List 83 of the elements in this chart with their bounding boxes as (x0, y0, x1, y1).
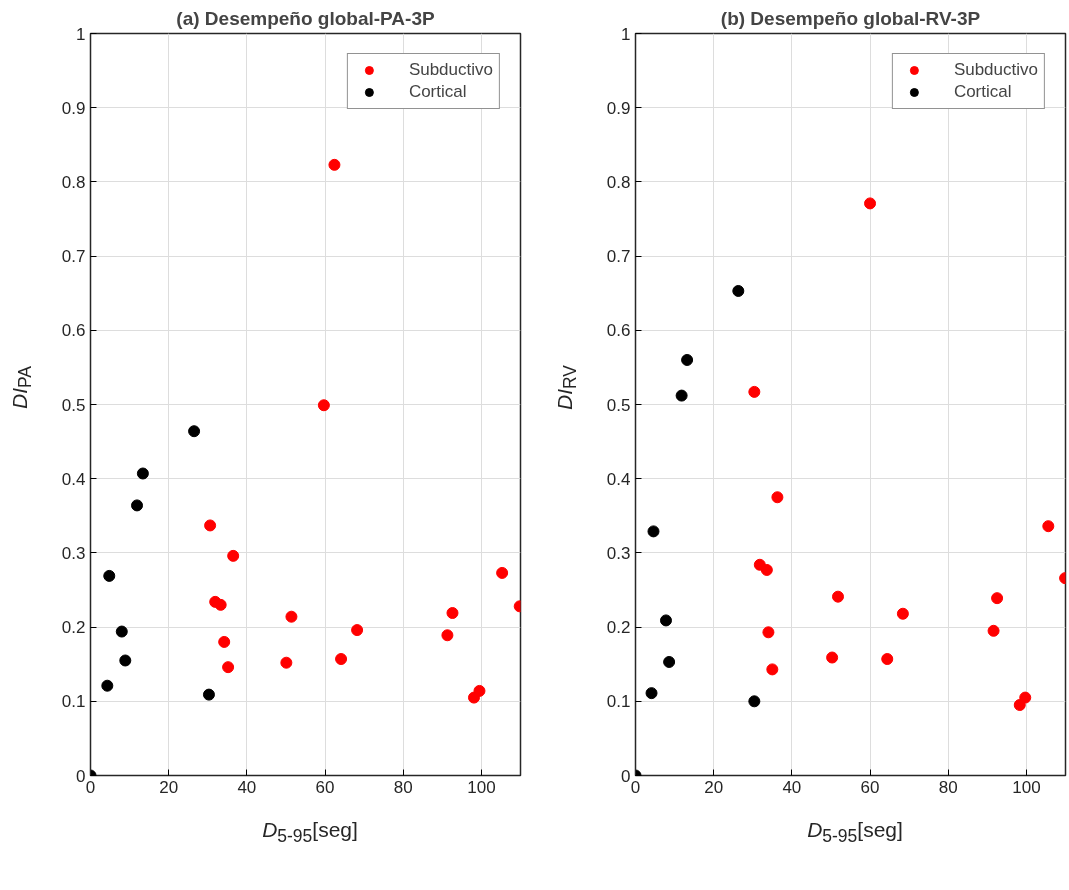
point (131, 499, 144, 512)
point (317, 399, 330, 412)
y-tick-label: 1 (76, 24, 86, 44)
y-tick-label: 0.2 (606, 618, 631, 638)
x-tick-label: 100 (467, 777, 496, 797)
point (762, 626, 775, 639)
y-tick-label: 0.7 (61, 247, 86, 267)
point (1042, 520, 1055, 533)
x-tick-label: 60 (860, 777, 880, 797)
point (766, 663, 779, 676)
y-tick-label: 0.2 (61, 618, 86, 638)
point (645, 687, 658, 700)
point (441, 629, 454, 642)
point (103, 569, 116, 582)
y-tick-label: 0.8 (61, 172, 86, 192)
point (826, 651, 839, 664)
x-axis-title: D$_{5-95}$[seg] (806, 817, 904, 849)
point (188, 425, 201, 438)
x-tick-label: 100 (1012, 777, 1041, 797)
point (119, 654, 132, 667)
x-tick-label: 80 (938, 777, 958, 797)
y-tick-label: 0.1 (606, 692, 631, 712)
y-tick-label: 0.3 (606, 543, 631, 563)
x-tick-label: 20 (704, 777, 724, 797)
legend-label: Subductivo (408, 60, 493, 80)
point (351, 624, 364, 637)
point (280, 656, 293, 669)
y-tick-label: 0.7 (606, 247, 631, 267)
point (214, 598, 227, 611)
point (227, 549, 240, 562)
y-tick-label: 0.4 (606, 469, 631, 489)
point (748, 695, 761, 708)
point (218, 635, 231, 648)
point (681, 353, 694, 366)
point (987, 624, 1000, 637)
point (663, 655, 676, 668)
y-tick-label: 0.6 (606, 321, 631, 341)
x-tick-label: 60 (315, 777, 335, 797)
point (328, 158, 341, 171)
point (881, 653, 894, 665)
x-tick-label: 40 (782, 777, 802, 797)
point (991, 592, 1004, 605)
chart-title: (b) Desempeño global-RV-3P (720, 7, 981, 29)
point (204, 519, 217, 532)
point (771, 491, 784, 504)
x-axis-title: D$_{5-95}$[seg] (261, 817, 359, 849)
point (496, 566, 509, 579)
legend-label: Subductivo (953, 60, 1038, 80)
y-tick-label: 0.5 (61, 395, 86, 415)
point (748, 385, 761, 398)
legend-label: Cortical (953, 82, 1012, 102)
point (732, 284, 745, 297)
point (659, 614, 672, 627)
y-tick-label: 0.8 (606, 172, 631, 192)
y-tick-label: 0.3 (61, 543, 86, 563)
chart-title: (a) Desempeño global-PA-3P (176, 7, 435, 29)
y-tick-label: 1 (621, 24, 631, 44)
y-tick-label: 0.6 (61, 321, 86, 341)
point (335, 653, 348, 665)
legend-label: Cortical (408, 82, 467, 102)
x-tick-label: 40 (237, 777, 257, 797)
x-tick-label: 80 (393, 777, 413, 797)
point (647, 525, 660, 538)
point (446, 607, 459, 619)
point (222, 661, 235, 674)
y-tick-label: 0.9 (61, 98, 86, 118)
point (864, 197, 877, 210)
y-tick-label: 0.5 (606, 395, 631, 415)
point (831, 590, 844, 603)
y-tick-label: 0.9 (606, 98, 631, 118)
y-tick-label: 0.1 (61, 692, 86, 712)
point (675, 389, 688, 402)
point (896, 607, 909, 620)
point (1013, 699, 1026, 711)
point (285, 610, 298, 623)
x-tick-label: 20 (159, 777, 179, 797)
point (136, 467, 149, 480)
point (202, 688, 215, 701)
y-tick-label: 0.4 (61, 469, 86, 489)
point (473, 684, 486, 697)
point (115, 625, 128, 638)
point (760, 563, 773, 576)
point (101, 679, 114, 692)
